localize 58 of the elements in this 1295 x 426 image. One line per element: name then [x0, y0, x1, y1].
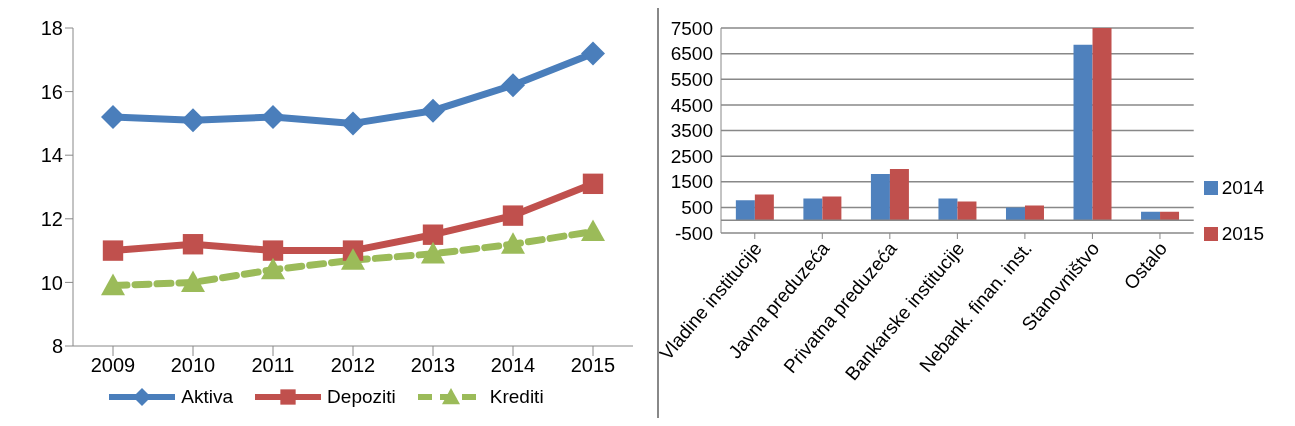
point [182, 234, 204, 255]
bar [1005, 207, 1025, 221]
bar [1092, 28, 1112, 221]
bar [803, 198, 823, 221]
point [422, 224, 444, 245]
x-tick-label: 2010 [170, 354, 216, 377]
y-tick-label: 500 [681, 197, 713, 219]
y-tick-label: 18 [40, 17, 63, 40]
point [181, 108, 205, 133]
y-tick-label: 2500 [670, 145, 713, 167]
point [101, 273, 125, 296]
x-tick-label: 2009 [90, 354, 136, 377]
point [581, 219, 605, 242]
legend-label: Depoziti [326, 386, 396, 408]
legend-label: 2015 [1221, 222, 1264, 244]
bar [870, 174, 890, 221]
x-tick-label: 2013 [410, 354, 456, 377]
point [582, 173, 604, 195]
point [501, 73, 525, 98]
point [502, 205, 524, 226]
bar [957, 201, 977, 221]
bar [735, 200, 755, 221]
y-tick-label: 10 [40, 271, 63, 294]
point [261, 257, 285, 280]
point [261, 105, 285, 130]
x-tick-label: 2014 [490, 354, 536, 377]
point [262, 240, 284, 261]
y-tick-label: 12 [40, 207, 63, 230]
point [341, 248, 365, 270]
legend-label: Krediti [488, 386, 544, 408]
bar [754, 194, 774, 221]
y-tick-label: 8 [51, 335, 63, 358]
y-tick-label: 16 [40, 80, 63, 103]
point [501, 232, 525, 254]
y-tick-label: 3500 [670, 120, 713, 142]
point [581, 41, 605, 66]
y-tick-label: 4500 [670, 94, 713, 116]
point [101, 105, 125, 130]
bar [938, 198, 958, 221]
point [421, 98, 445, 123]
y-tick-label: 14 [40, 144, 63, 167]
y-tick-label: 7500 [670, 17, 713, 39]
x-tick-label: 2015 [570, 354, 616, 377]
bar [889, 168, 909, 221]
legend-label: Aktiva [180, 386, 234, 408]
bar [822, 196, 842, 221]
x-tick-label: 2011 [251, 354, 295, 377]
point [181, 270, 205, 292]
y-tick-label: 5500 [670, 69, 713, 90]
y-tick-label: -500 [674, 222, 713, 244]
point [421, 241, 445, 264]
bar [1073, 44, 1093, 221]
point [341, 111, 365, 136]
legend-label: 2014 [1221, 176, 1264, 198]
y-tick-label: 1500 [670, 171, 713, 193]
x-tick-label: 2012 [330, 354, 376, 377]
y-tick-label: 6500 [670, 43, 713, 65]
point [102, 240, 124, 261]
